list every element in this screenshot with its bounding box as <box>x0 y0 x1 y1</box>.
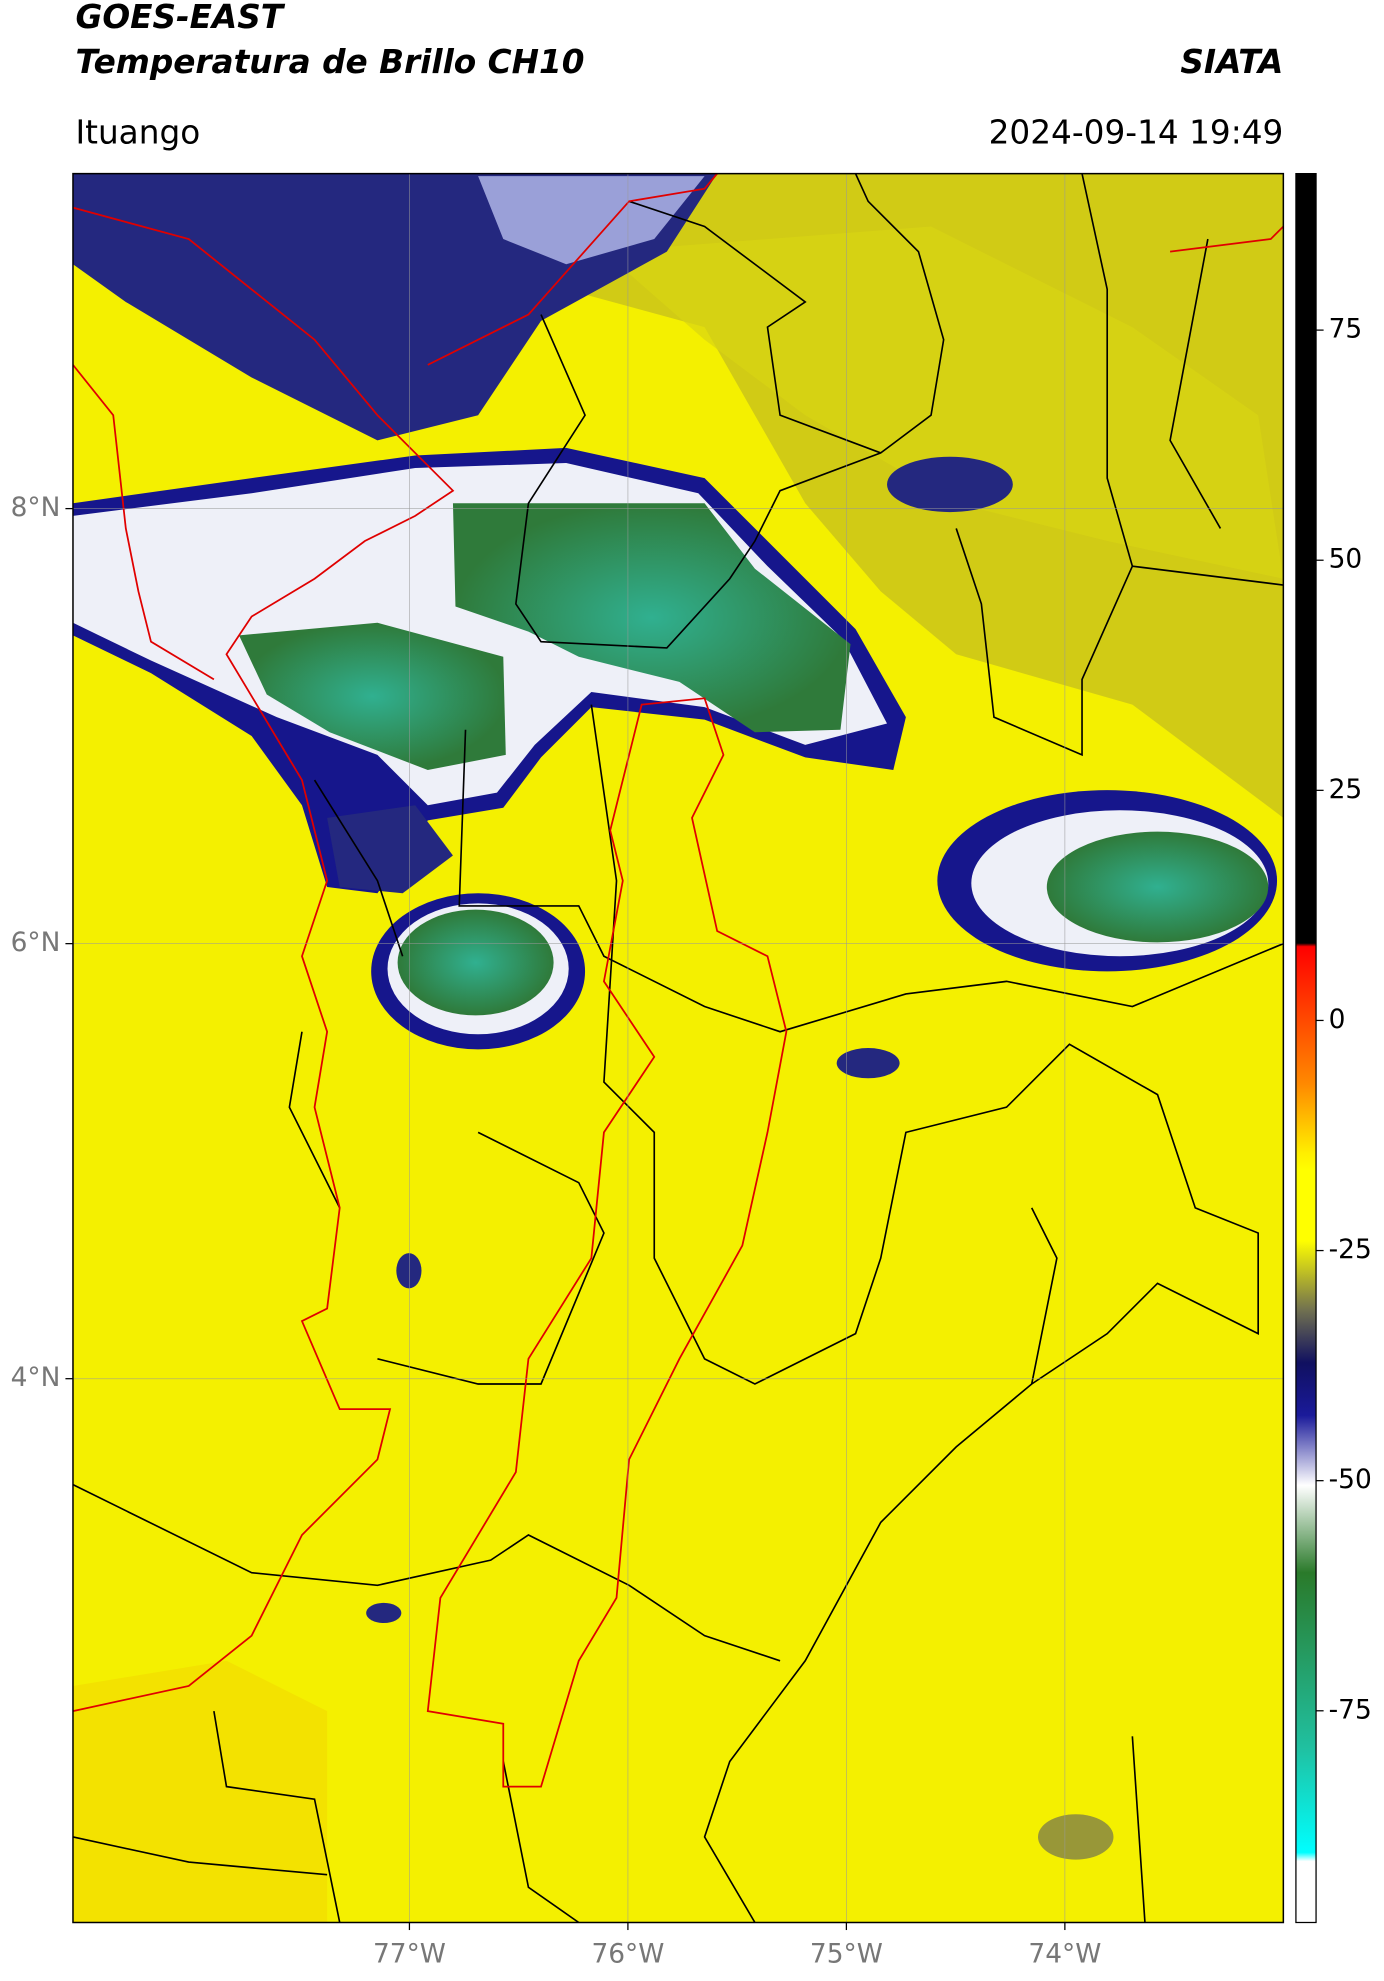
y-tick-label: 8°N <box>11 492 61 523</box>
y-tick-label: 6°N <box>11 927 61 958</box>
colorbar-tick-label: 25 <box>1329 774 1363 805</box>
colorbar-tick-label: 50 <box>1329 544 1363 575</box>
satellite-image <box>72 173 1284 1923</box>
x-tick-label: 77°W <box>373 1939 446 1970</box>
x-tick-label: 76°W <box>591 1939 664 1970</box>
title: GOES-EAST <box>75 0 285 36</box>
colorbar-tick-label: 0 <box>1329 1004 1346 1035</box>
location: Ituango <box>75 114 200 152</box>
timestamp: 2024-09-14 19:49 <box>989 114 1284 152</box>
colorbar <box>1295 172 1317 1924</box>
y-tick-label: 4°N <box>11 1362 61 1393</box>
x-tick-label: 74°W <box>1028 1939 1101 1970</box>
subtitle: Temperatura de Brillo CH10 <box>75 43 584 81</box>
colorbar-tick-label: 75 <box>1329 314 1363 345</box>
colorbar-tick-label: -75 <box>1329 1694 1372 1725</box>
source: SIATA <box>1180 43 1283 81</box>
x-tick-label: 75°W <box>810 1939 883 1970</box>
colorbar-tick-label: -50 <box>1329 1464 1372 1495</box>
map-frame <box>72 172 1285 1924</box>
colorbar-tick-label: -25 <box>1329 1234 1372 1265</box>
